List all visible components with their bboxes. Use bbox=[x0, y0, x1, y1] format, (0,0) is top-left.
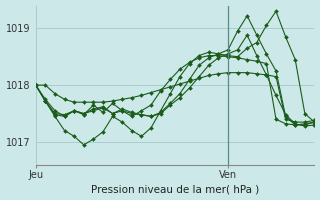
X-axis label: Pression niveau de la mer( hPa ): Pression niveau de la mer( hPa ) bbox=[91, 184, 259, 194]
